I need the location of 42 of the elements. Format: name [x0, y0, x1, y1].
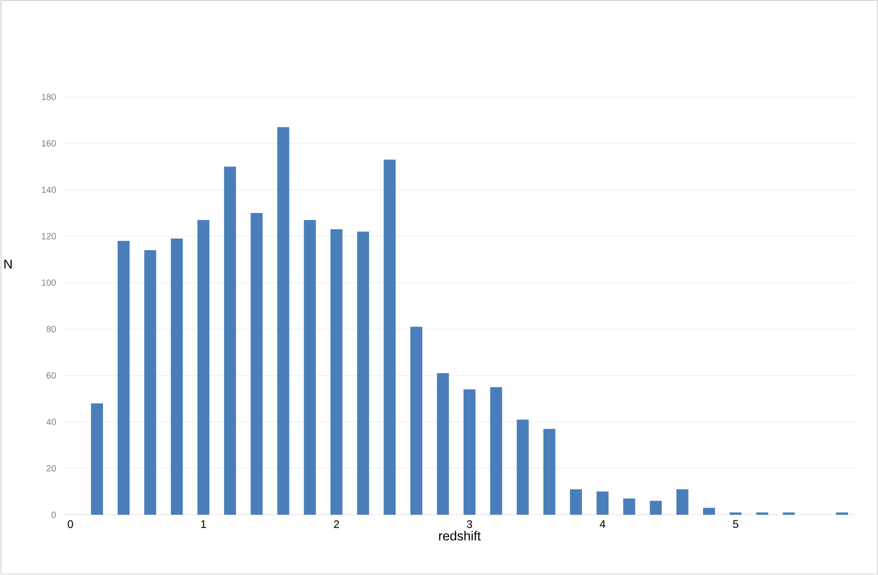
x-tick-label: 5	[733, 520, 738, 528]
y-tick-label: 60	[46, 372, 56, 379]
bar	[357, 232, 370, 515]
y-tick-label: 40	[46, 418, 56, 426]
x-axis-title: redshift	[439, 531, 481, 541]
y-tick-label: 0	[52, 512, 56, 518]
bar	[304, 220, 316, 515]
bar	[277, 127, 290, 515]
bar	[703, 508, 715, 515]
y-tick-label: 140	[42, 186, 56, 194]
bar	[118, 240, 130, 515]
y-tick-label: 20	[46, 465, 56, 472]
bar	[90, 403, 103, 515]
bar	[330, 229, 342, 515]
bar	[650, 500, 662, 515]
bar	[410, 326, 422, 515]
bar	[144, 250, 156, 515]
bar	[170, 238, 183, 515]
bar	[516, 420, 529, 515]
bar	[464, 390, 476, 515]
y-axis-title: N	[4, 260, 12, 269]
x-tick-label: 4	[600, 520, 606, 528]
bar	[224, 166, 236, 515]
bar	[543, 429, 556, 515]
x-tick-label: 1	[201, 520, 206, 528]
bar	[250, 213, 263, 515]
bar	[436, 373, 449, 515]
y-tick-label: 180	[42, 94, 56, 100]
bar	[197, 220, 210, 515]
bar	[490, 387, 502, 515]
bar	[623, 498, 636, 515]
bar	[570, 489, 582, 515]
bar	[384, 160, 396, 515]
y-tick-label: 100	[42, 280, 56, 286]
y-tick-label: 160	[42, 140, 56, 147]
bar	[596, 492, 609, 515]
x-tick-label: 3	[466, 520, 472, 528]
x-tick-label: 0	[68, 520, 73, 528]
bar	[676, 489, 688, 515]
y-tick-label: 120	[42, 233, 56, 240]
x-tick-label: 2	[334, 520, 339, 528]
y-tick-label: 80	[46, 326, 56, 332]
